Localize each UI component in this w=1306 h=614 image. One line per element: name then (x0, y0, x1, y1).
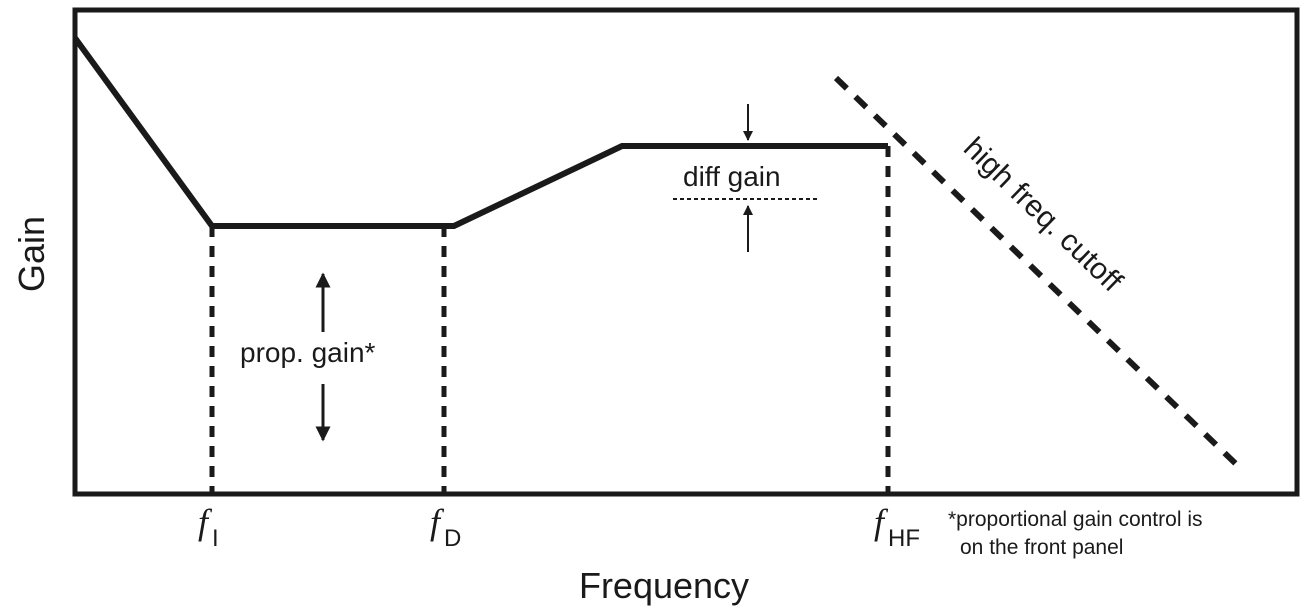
f-hf-label: f HF (874, 502, 920, 552)
prop-gain-label: prop. gain* (240, 337, 376, 368)
gain-curve (75, 38, 888, 226)
diff-gain-label: diff gain (683, 161, 781, 192)
footnote-line-1: *proportional gain control is (948, 508, 1202, 531)
plot-frame (75, 10, 1297, 494)
x-axis-label: Frequency (579, 565, 749, 606)
high-freq-cutoff-line (836, 78, 1236, 464)
footnote-line-2: on the front panel (960, 536, 1123, 559)
y-axis-label: Gain (11, 216, 52, 292)
